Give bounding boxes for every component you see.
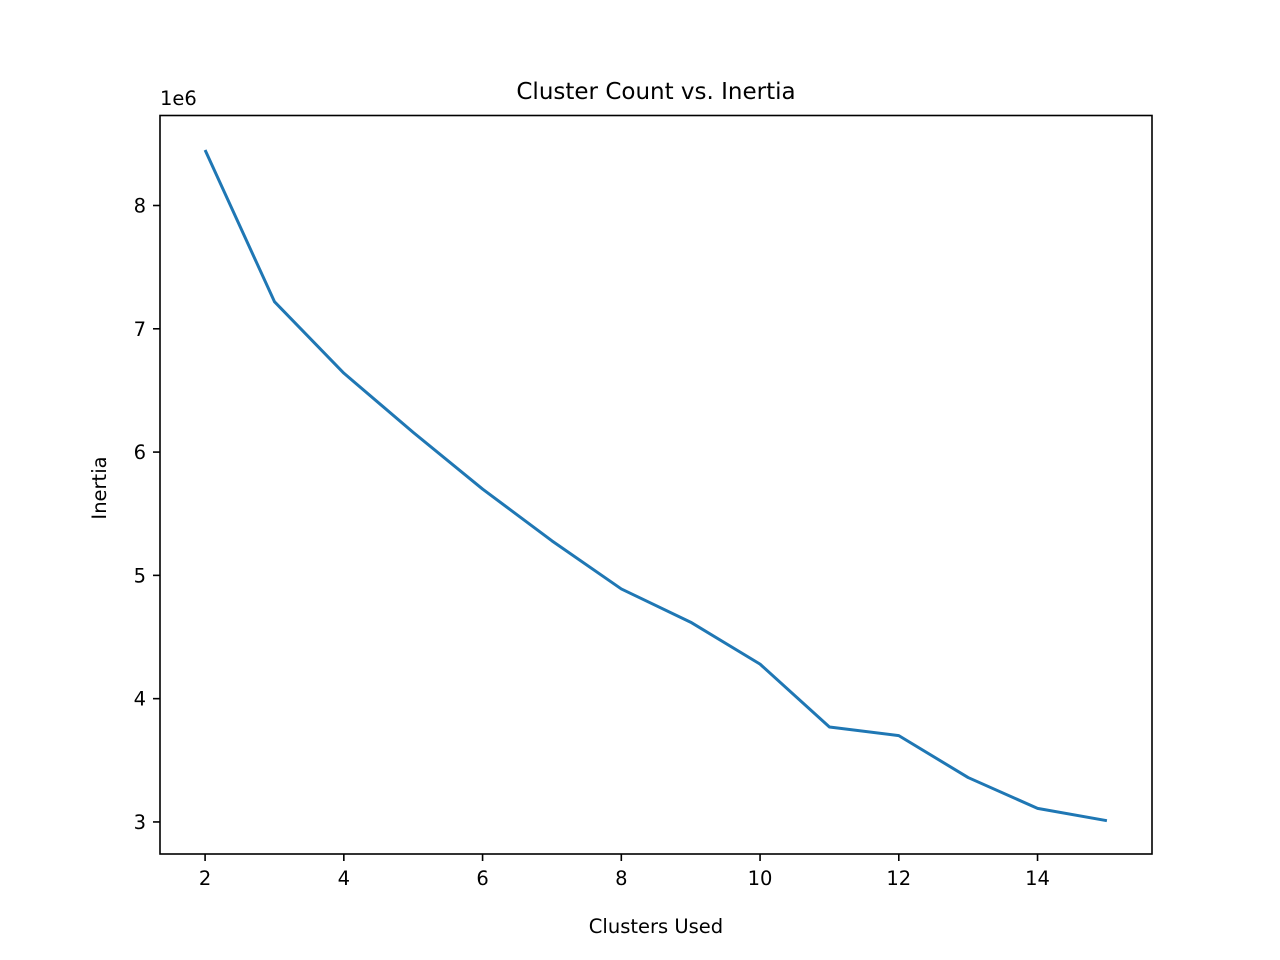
chart-title: Cluster Count vs. Inertia <box>516 79 795 105</box>
x-tick-label: 12 <box>886 867 911 890</box>
y-tick-label: 4 <box>134 688 146 711</box>
x-tick-label: 4 <box>338 867 350 890</box>
x-tick-label: 2 <box>199 867 211 890</box>
y-tick-label: 8 <box>134 195 146 218</box>
x-tick-label: 6 <box>476 867 488 890</box>
y-offset-label: 1e6 <box>160 87 197 110</box>
x-axis-label: Clusters Used <box>589 915 723 938</box>
y-tick-label: 5 <box>134 564 146 587</box>
series-line-0 <box>203 149 1108 823</box>
y-tick-label: 3 <box>134 811 146 834</box>
x-tick-label: 10 <box>748 867 773 890</box>
y-tick-label: 7 <box>134 318 146 341</box>
plot-area <box>203 149 1108 823</box>
y-axis-label: Inertia <box>88 456 111 519</box>
plot-frame <box>159 114 1153 855</box>
x-tick-label: 14 <box>1025 867 1050 890</box>
x-tick-label: 8 <box>615 867 627 890</box>
y-tick-label: 6 <box>134 441 146 464</box>
